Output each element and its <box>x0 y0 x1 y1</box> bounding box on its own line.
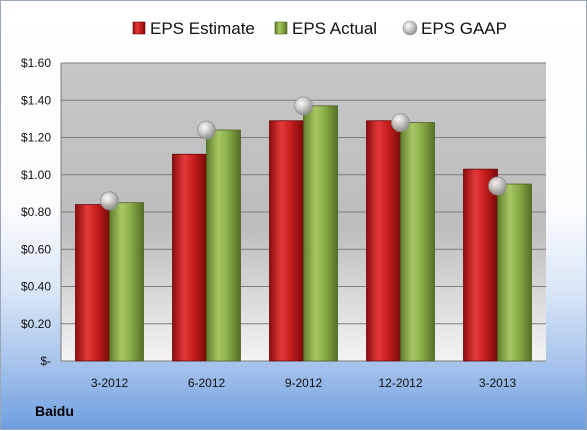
bar-eps-estimate <box>75 204 110 362</box>
x-tick-label: 9-2012 <box>285 376 323 390</box>
legend-label: EPS Actual <box>292 19 377 38</box>
y-tick-label: $1.00 <box>21 168 51 182</box>
legend-marker <box>402 20 418 36</box>
x-tick-label: 3-2012 <box>91 376 129 390</box>
y-tick-label: $0.80 <box>21 205 51 219</box>
x-axis: 3-2012 6-2012 9-2012 12-2012 3-2013 <box>91 376 517 390</box>
y-tick-label: $1.40 <box>21 93 51 107</box>
gaap-markers <box>100 96 507 211</box>
bars <box>75 105 532 362</box>
y-tick-label: $0.60 <box>21 242 51 256</box>
legend: EPS Estimate EPS Actual EPS GAAP <box>132 19 507 38</box>
bar-eps-actual <box>109 202 144 362</box>
y-tick-label: $- <box>40 354 51 368</box>
legend-label: EPS GAAP <box>421 19 507 38</box>
gaap-marker <box>197 120 216 140</box>
x-tick-label: 12-2012 <box>378 376 422 390</box>
x-tick-label: 6-2012 <box>188 376 226 390</box>
legend-swatch <box>132 21 146 35</box>
legend-swatch <box>274 21 288 35</box>
y-tick-label: $0.20 <box>21 317 51 331</box>
y-axis: $- $0.20 $0.40 $0.60 $0.80 $1.00 $1.20 $1.40 $1.… <box>21 56 62 368</box>
gaap-marker <box>100 191 119 211</box>
gaap-marker <box>294 96 313 116</box>
bar-eps-estimate <box>463 168 498 362</box>
bar-eps-actual <box>206 129 241 362</box>
bar-eps-estimate <box>366 120 401 362</box>
bar-eps-actual <box>497 183 532 362</box>
gaap-marker <box>488 176 507 196</box>
x-tick-label: 3-2013 <box>479 376 517 390</box>
bar-eps-actual <box>400 122 435 362</box>
y-tick-label: $1.20 <box>21 131 51 145</box>
bar-eps-estimate <box>172 153 207 362</box>
bar-eps-actual <box>303 105 338 362</box>
bar-eps-estimate <box>269 120 304 362</box>
y-tick-label: $0.40 <box>21 280 51 294</box>
company-label: Baidu <box>35 403 74 419</box>
y-tick-label: $1.60 <box>21 56 51 70</box>
legend-label: EPS Estimate <box>150 19 255 38</box>
gaap-marker <box>391 113 410 132</box>
